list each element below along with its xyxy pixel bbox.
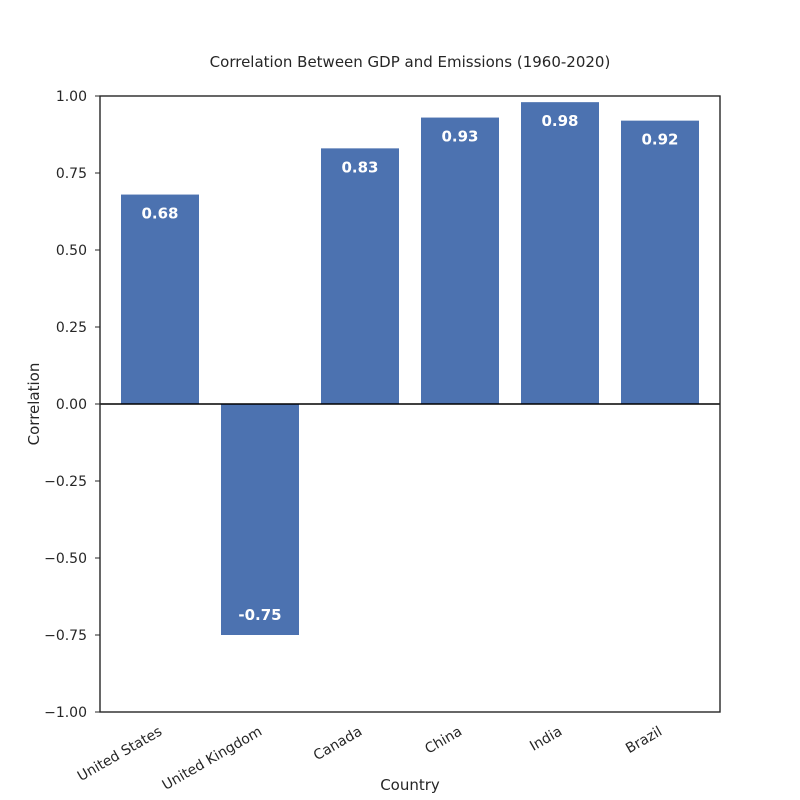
x-tick-label: China xyxy=(422,724,465,758)
chart-title: Correlation Between GDP and Emissions (1… xyxy=(210,53,611,71)
x-axis-label: Country xyxy=(380,776,440,794)
y-axis-label: Correlation xyxy=(25,363,43,446)
data-label: 0.93 xyxy=(441,128,478,146)
x-tick-label: Brazil xyxy=(623,724,665,757)
bar-brazil xyxy=(621,120,699,404)
y-tick-label: −0.25 xyxy=(44,474,87,490)
y-axis-ticks: 1.00 0.75 0.50 0.25 0.00 −0.25 −0.50 −0.75 −1.00 xyxy=(44,89,100,721)
y-tick-label: −0.75 xyxy=(44,628,87,644)
bar-china xyxy=(421,117,499,404)
data-labels: 0.68 -0.75 0.83 0.93 0.98 0.92 xyxy=(141,112,678,624)
data-label: 0.83 xyxy=(341,158,378,176)
y-tick-label: −0.50 xyxy=(44,551,87,567)
y-tick-label: 1.00 xyxy=(56,89,87,105)
data-label: 0.98 xyxy=(541,112,578,130)
data-label: 0.68 xyxy=(141,205,178,223)
x-tick-label: United States xyxy=(75,724,165,785)
bar-united-kingdom xyxy=(221,404,299,635)
y-tick-label: 0.00 xyxy=(56,397,87,413)
bar-canada xyxy=(321,148,399,404)
bar-india xyxy=(521,102,599,404)
y-tick-label: 0.25 xyxy=(56,320,87,336)
y-tick-label: 0.75 xyxy=(56,166,87,182)
bar-united-states xyxy=(121,194,199,404)
y-tick-label: −1.00 xyxy=(44,705,87,721)
x-tick-label: Canada xyxy=(311,724,365,764)
plot-frame xyxy=(99,95,721,713)
x-tick-label: India xyxy=(527,724,565,755)
bars xyxy=(121,102,699,635)
data-label: 0.92 xyxy=(641,131,678,149)
y-tick-label: 0.50 xyxy=(56,243,87,259)
data-label: -0.75 xyxy=(238,606,281,624)
x-tick-label: United Kingdom xyxy=(160,724,265,794)
